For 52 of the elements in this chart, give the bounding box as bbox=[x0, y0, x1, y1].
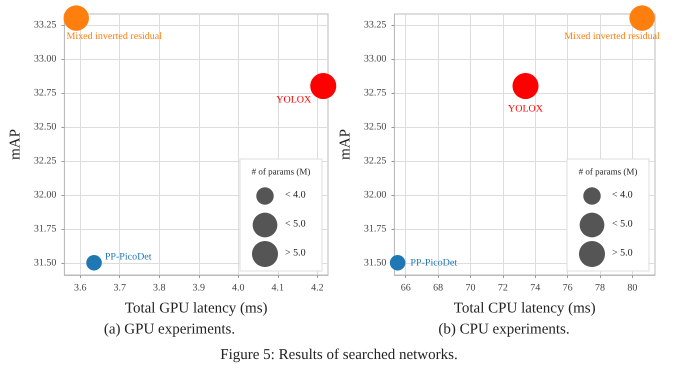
x-tick-label: 3.8 bbox=[153, 282, 166, 294]
text: (a) GPU experiments. bbox=[104, 322, 236, 338]
x-tick-label: 78 bbox=[594, 282, 605, 294]
y-axis-title: mAP bbox=[8, 129, 24, 160]
series-label: YOLOX bbox=[508, 104, 544, 115]
y-tick-label: 31.50 bbox=[34, 257, 56, 268]
x-tick-label: 66 bbox=[400, 282, 411, 294]
series-label: YOLOX bbox=[276, 94, 312, 106]
y-tick-label: 32.50 bbox=[364, 121, 386, 132]
x-tick-label: 70 bbox=[465, 282, 476, 294]
series-label: PP-PicoDet bbox=[104, 251, 152, 262]
legend-label: > 5.0 bbox=[612, 248, 633, 258]
legend-label: < 4.0 bbox=[285, 190, 306, 200]
x-tick-label: 72 bbox=[498, 282, 508, 294]
legend-label: < 5.0 bbox=[612, 218, 633, 230]
y-tick-label: 31.50 bbox=[364, 257, 386, 268]
series-label: Mixed inverted residual bbox=[564, 31, 660, 42]
y-tick-label: 31.75 bbox=[34, 223, 56, 234]
y-tick-label: 32.75 bbox=[34, 87, 56, 98]
series-label: PP-PicoDet bbox=[410, 257, 458, 268]
x-tick-label: 76 bbox=[562, 282, 573, 294]
y-tick-label: 32.00 bbox=[34, 189, 56, 200]
x-tick-label: 4.2 bbox=[311, 282, 324, 294]
x-tick-label: 68 bbox=[433, 282, 444, 294]
legend-label: > 5.0 bbox=[285, 248, 306, 258]
y-tick-label: 33.00 bbox=[364, 53, 386, 64]
x-tick-label: 80 bbox=[627, 282, 638, 294]
legend-title: # of params (M) bbox=[578, 166, 638, 176]
series-label: Mixed inverted residual bbox=[66, 31, 162, 42]
y-tick-label: 31.75 bbox=[364, 223, 386, 234]
y-tick-label: 32.50 bbox=[34, 121, 56, 132]
legend-title: # of params (M) bbox=[252, 166, 310, 176]
y-tick-label: 32.75 bbox=[364, 87, 386, 98]
x-tick-label: 74 bbox=[530, 282, 540, 294]
y-tick-label: 33.00 bbox=[34, 53, 56, 64]
x-tick-label: 3.6 bbox=[74, 282, 86, 294]
text: (b) CPU experiments. bbox=[438, 322, 570, 338]
x-axis-title: Total GPU latency (ms) bbox=[124, 300, 268, 316]
y-tick-label: 32.25 bbox=[34, 155, 56, 166]
x-tick-label: 4.0 bbox=[232, 282, 245, 294]
y-tick-label: 33.25 bbox=[34, 19, 56, 30]
legend-label: < 4.0 bbox=[612, 190, 633, 200]
x-axis-title: Total CPU latency (ms) bbox=[454, 300, 596, 316]
y-tick-label: 33.25 bbox=[364, 19, 386, 30]
y-tick-label: 32.25 bbox=[364, 155, 386, 166]
legend-label: < 5.0 bbox=[285, 218, 306, 230]
y-axis-title: mAP bbox=[338, 129, 354, 160]
x-tick-label: 3.7 bbox=[113, 282, 126, 294]
x-tick-label: 3.9 bbox=[192, 282, 206, 294]
caption: Figure 5: Results of searched networks. bbox=[219, 347, 459, 364]
x-tick-label: 4.1 bbox=[272, 282, 284, 294]
y-tick-label: 32.00 bbox=[364, 189, 386, 200]
